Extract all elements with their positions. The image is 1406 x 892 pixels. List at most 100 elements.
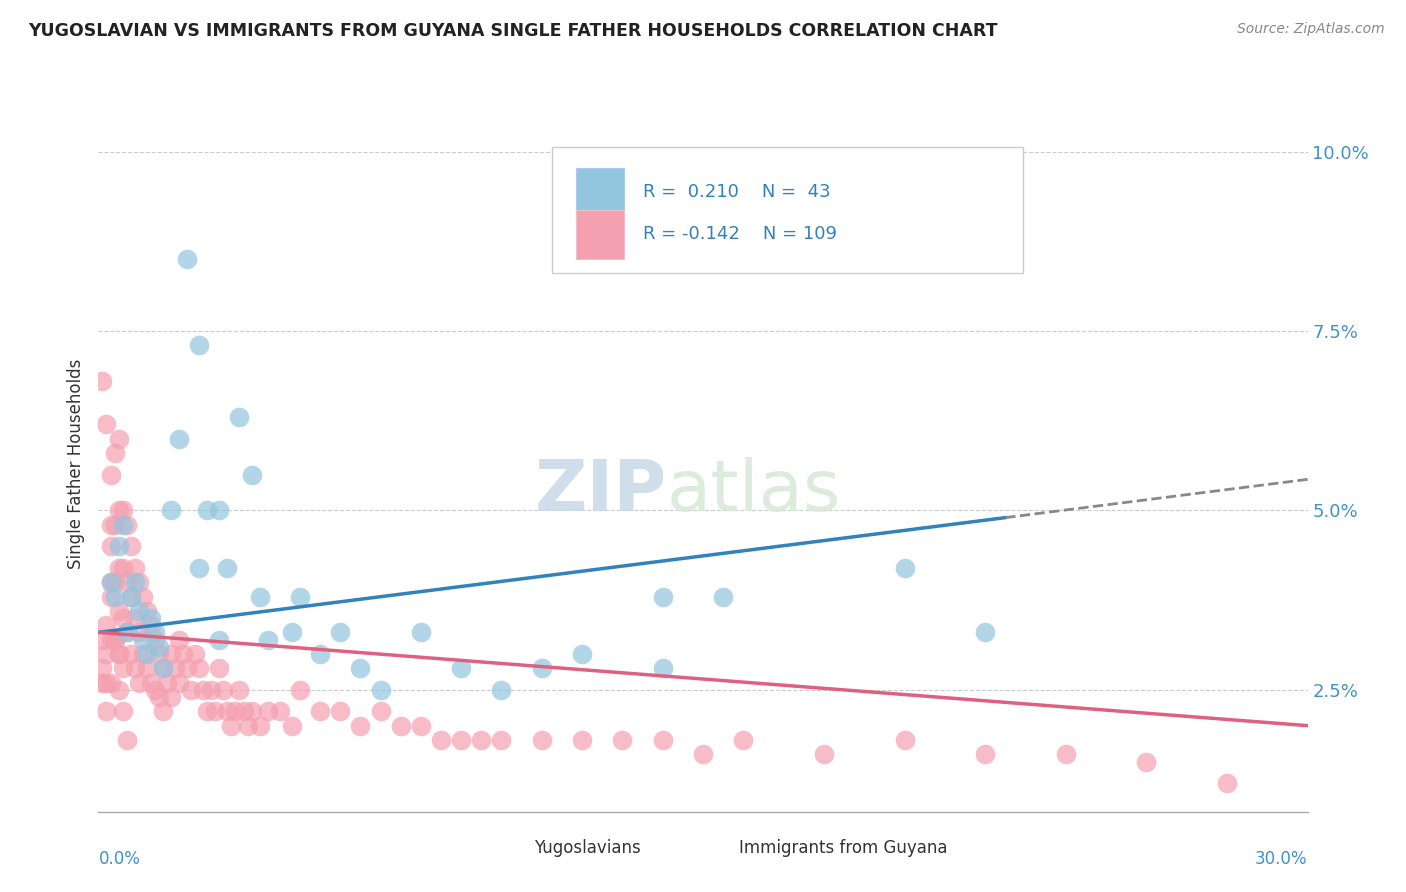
Text: ZIP: ZIP (534, 458, 666, 526)
Point (208, 661, 231, 675)
Point (148, 647, 170, 661)
Point (100, 575, 122, 590)
Point (193, 682, 215, 697)
Point (389, 719, 412, 733)
Point (96, 647, 118, 661)
Point (120, 647, 142, 661)
Point (135, 604, 157, 618)
Point (571, 647, 593, 661)
Point (139, 675, 162, 690)
Point (152, 661, 174, 675)
Point (132, 632, 155, 647)
Point (1135, 755, 1157, 769)
Point (409, 625, 432, 640)
Point (96, 675, 118, 690)
Point (160, 690, 183, 704)
Point (132, 590, 155, 604)
Point (1216, 776, 1239, 790)
Point (96, 704, 118, 718)
Text: R = -0.142    N = 109: R = -0.142 N = 109 (643, 226, 837, 244)
Point (132, 647, 155, 661)
Point (124, 611, 146, 625)
Point (1054, 747, 1077, 762)
Point (120, 539, 142, 553)
Point (571, 733, 593, 747)
Point (974, 625, 997, 640)
Point (228, 682, 250, 697)
Point (281, 625, 304, 640)
Point (217, 704, 239, 718)
Point (115, 625, 138, 640)
Point (128, 604, 150, 618)
Point (228, 410, 250, 425)
Point (329, 704, 352, 718)
Point (91, 675, 114, 690)
Point (91, 632, 114, 647)
Point (184, 647, 207, 661)
Point (100, 517, 122, 532)
Point (115, 575, 138, 590)
Point (167, 632, 190, 647)
Point (172, 647, 194, 661)
Point (217, 561, 239, 575)
Point (236, 719, 259, 733)
Point (152, 661, 174, 675)
Point (135, 647, 157, 661)
Point (100, 539, 122, 553)
Point (370, 704, 392, 718)
Point (100, 467, 122, 482)
Bar (498, 832, 527, 863)
Point (256, 632, 278, 647)
Point (208, 632, 231, 647)
Point (115, 733, 138, 747)
Point (491, 733, 513, 747)
Point (143, 682, 166, 697)
Point (160, 503, 183, 517)
Point (139, 611, 162, 625)
Point (288, 590, 311, 604)
Point (221, 719, 243, 733)
Point (176, 252, 198, 267)
Point (281, 719, 304, 733)
Point (100, 675, 122, 690)
Point (152, 704, 174, 718)
Point (111, 561, 134, 575)
Point (195, 704, 218, 718)
Point (240, 704, 263, 718)
Point (111, 503, 134, 517)
Point (107, 647, 129, 661)
FancyBboxPatch shape (551, 147, 1024, 273)
Point (188, 561, 211, 575)
Point (249, 590, 271, 604)
Point (103, 517, 125, 532)
Bar (576, 210, 624, 259)
Point (148, 640, 170, 654)
Point (204, 704, 226, 718)
Bar (576, 169, 624, 217)
Bar (703, 832, 734, 863)
Point (111, 611, 134, 625)
Point (249, 719, 271, 733)
Point (124, 661, 146, 675)
Text: 30.0%: 30.0% (1256, 850, 1308, 868)
Point (124, 561, 146, 575)
Point (163, 661, 186, 675)
Point (167, 675, 190, 690)
Point (470, 733, 492, 747)
Point (269, 704, 291, 718)
Point (711, 590, 734, 604)
Point (530, 733, 553, 747)
Point (208, 503, 231, 517)
Point (224, 704, 246, 718)
Point (329, 625, 352, 640)
Point (349, 719, 371, 733)
Point (232, 704, 254, 718)
Point (135, 661, 157, 675)
Point (733, 733, 755, 747)
Point (107, 647, 129, 661)
Text: YUGOSLAVIAN VS IMMIGRANTS FROM GUYANA SINGLE FATHER HOUSEHOLDS CORRELATION CHART: YUGOSLAVIAN VS IMMIGRANTS FROM GUYANA SI… (28, 22, 998, 40)
Point (128, 625, 150, 640)
Text: Immigrants from Guyana: Immigrants from Guyana (740, 839, 948, 857)
Point (115, 625, 138, 640)
Point (107, 432, 129, 446)
